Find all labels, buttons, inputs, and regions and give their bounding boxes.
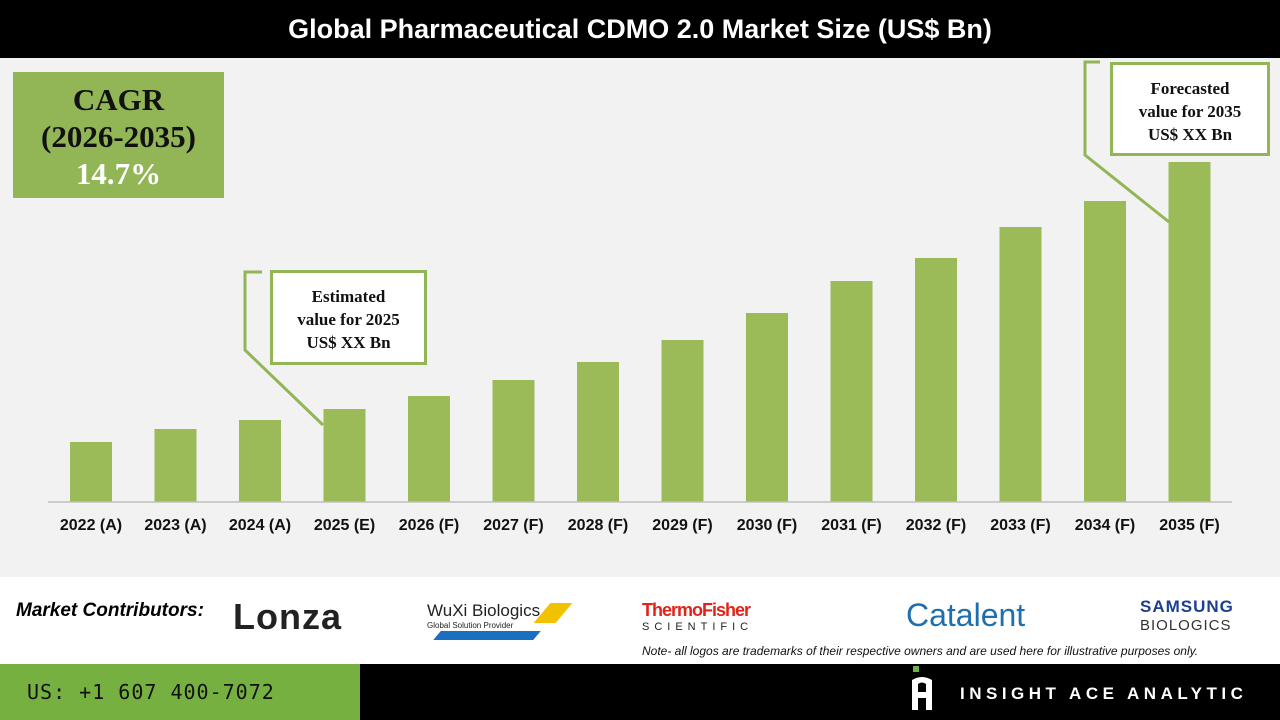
x-tick-label: 2029 (F): [652, 517, 712, 534]
chart-title: Global Pharmaceutical CDMO 2.0 Market Si…: [0, 0, 1280, 58]
wuxi-name: WuXi Biologics: [427, 601, 541, 620]
samsung-name: SAMSUNG: [1140, 597, 1234, 616]
callout-line: US$ XX Bn: [306, 333, 391, 352]
bar-2026 (F): [408, 396, 450, 502]
bar-2034 (F): [1084, 201, 1126, 502]
brand-bar: [360, 664, 1280, 720]
x-tick-label: 2024 (A): [229, 517, 291, 534]
bar-2028 (F): [577, 362, 619, 502]
brand-name: INSIGHT ACE ANALYTIC: [960, 684, 1248, 703]
bar-2035 (F): [1168, 162, 1211, 502]
callout-line: value for 2025: [297, 310, 400, 329]
wuxi-sub: Global Solution Provider: [427, 621, 514, 630]
cagr-label: CAGR: [72, 82, 165, 117]
bar-chart: 2022 (A) 2023 (A) 2024 (A) 2025 (E) 2026 (F)…: [48, 60, 1232, 534]
wuxi-logo: WuXi Biologics Global Solution Provider: [427, 601, 573, 640]
x-tick-label: 2025 (E): [314, 517, 375, 534]
x-tick-label: 2023 (A): [144, 517, 206, 534]
bar-2023 (A): [154, 429, 197, 502]
x-tick-label: 2030 (F): [737, 517, 797, 534]
callout-line: Estimated: [311, 287, 386, 306]
bar-2031 (F): [830, 281, 873, 502]
samsung-biologics-logo: SAMSUNG BIOLOGICS: [1140, 597, 1234, 634]
thermofisher-logo: ThermoFisher SCIENTIFIC: [642, 600, 753, 633]
callout-line: Forecasted: [1150, 79, 1230, 98]
bar-2030 (F): [746, 313, 788, 502]
bar-2024 (A): [239, 420, 281, 502]
callout-line: value for 2035: [1138, 102, 1242, 121]
thermo-name: ThermoFisher: [642, 600, 751, 620]
wuxi-stripe: [433, 631, 541, 640]
x-tick-label: 2027 (F): [483, 517, 543, 534]
bar-2029 (F): [661, 340, 704, 502]
bar-2025 (E): [323, 409, 366, 502]
x-tick-label: 2033 (F): [990, 517, 1050, 534]
catalent-logo: Catalent: [906, 597, 1026, 633]
forecasted-callout-pointer: [1083, 60, 1170, 224]
bar-2027 (F): [492, 380, 535, 502]
callout-line: US$ XX Bn: [1147, 125, 1233, 144]
estimated-callout: Estimated value for 2025 US$ XX Bn: [270, 270, 427, 365]
estimated-callout-pointer: [243, 270, 325, 427]
insight-ace-logo-icon: [912, 666, 932, 710]
x-tick-label: 2031 (F): [821, 517, 881, 534]
bar-2033 (F): [999, 227, 1042, 502]
x-tick-label: 2022 (A): [60, 517, 122, 534]
lonza-logo: Lonza: [233, 596, 342, 637]
x-tick-label: 2035 (F): [1159, 517, 1219, 534]
samsung-sub: BIOLOGICS: [1140, 617, 1232, 634]
cagr-value: 14.7%: [75, 156, 162, 191]
bar-2022 (A): [70, 442, 112, 502]
x-tick-label: 2034 (F): [1075, 517, 1135, 534]
bar-2032 (F): [915, 258, 957, 502]
x-tick-label: 2032 (F): [906, 517, 966, 534]
x-tick-label: 2028 (F): [568, 517, 628, 534]
phone-number: US: +1 607 400-7072: [0, 664, 360, 720]
cagr-period: (2026-2035): [41, 119, 196, 154]
cagr-box: CAGR (2026-2035) 14.7%: [13, 72, 224, 198]
thermo-sub: SCIENTIFIC: [642, 621, 754, 633]
market-contributors-label: Market Contributors:: [16, 600, 204, 621]
x-tick-label: 2026 (F): [399, 517, 459, 534]
forecasted-callout: Forecasted value for 2035 US$ XX Bn: [1110, 62, 1270, 156]
trademark-note: Note- all logos are trademarks of their …: [642, 644, 1199, 658]
